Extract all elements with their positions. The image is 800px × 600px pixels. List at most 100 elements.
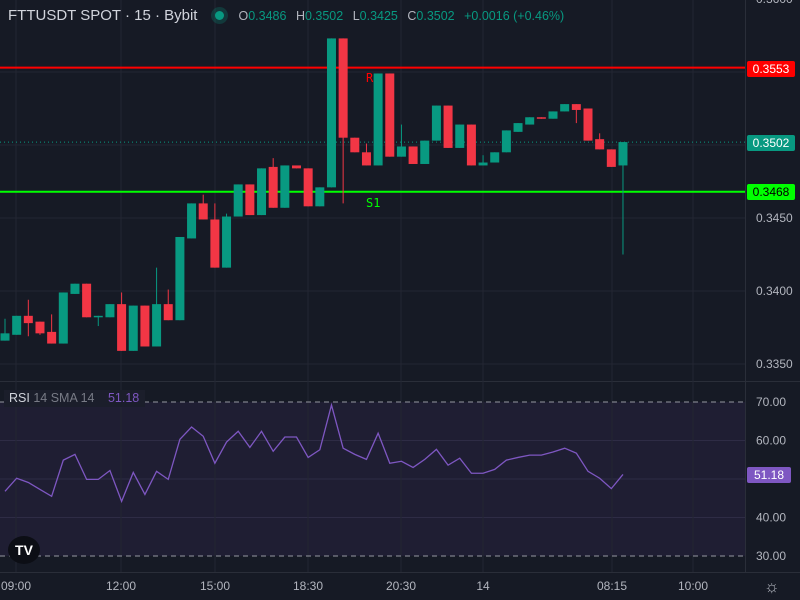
price-tick: 0.3450: [756, 211, 793, 225]
candle-body: [222, 216, 232, 268]
rsi-name: RSI: [9, 391, 30, 405]
rsi-value-tag: 51.18: [747, 467, 791, 483]
candle-body: [280, 165, 290, 208]
candle: [280, 165, 290, 208]
candle: [361, 143, 371, 166]
candle: [257, 168, 267, 216]
candle: [326, 38, 336, 188]
candle-body: [525, 117, 535, 125]
candle: [268, 158, 278, 208]
candle: [350, 137, 360, 153]
candle: [431, 105, 441, 141]
candle: [466, 124, 476, 166]
candle: [443, 105, 453, 148]
candle: [385, 73, 395, 157]
candle: [595, 133, 605, 150]
candle-body: [560, 104, 570, 112]
candle: [315, 187, 325, 207]
candle: [47, 314, 57, 344]
candle: [117, 292, 127, 351]
candle-body: [396, 146, 406, 157]
candle-body: [257, 168, 267, 216]
candle-body: [175, 236, 185, 321]
candle: [618, 142, 628, 255]
candle-body: [245, 184, 255, 216]
candle: [82, 283, 92, 318]
candle-body: [501, 130, 511, 153]
candle: [606, 149, 616, 167]
change-value: +0.0016 (+0.46%): [464, 8, 565, 23]
candle-body: [466, 124, 476, 166]
gear-icon[interactable]: ☼: [764, 577, 780, 596]
ohlc-values: O0.3486 H0.3502 L0.3425 C0.3502 +0.0016 …: [238, 9, 570, 23]
close-label: C: [407, 8, 417, 23]
candle: [222, 213, 232, 268]
close-value: 0.3502: [416, 8, 455, 23]
candle-body: [12, 315, 22, 335]
candle-body: [490, 152, 500, 163]
resistance-label: R: [366, 71, 374, 85]
rsi-value: 51.18: [107, 391, 140, 405]
high-value: 0.3502: [304, 8, 344, 23]
symbol-title[interactable]: FTTUSDT SPOT · 15 · Bybit: [8, 7, 198, 24]
candle: [560, 104, 570, 112]
rsi-legend[interactable]: RSI 14 SMA 14 51.18: [4, 390, 146, 407]
candle: [525, 117, 535, 125]
candle-body: [606, 149, 616, 167]
time-tick: 12:00: [106, 579, 136, 593]
candle-body: [361, 152, 371, 166]
candle-body: [35, 321, 45, 334]
candle: [12, 315, 22, 335]
low-value: 0.3425: [359, 8, 398, 23]
candle: [303, 168, 313, 207]
candle-body: [385, 73, 395, 157]
candle: [548, 111, 558, 119]
candle-body: [163, 304, 173, 321]
rsi-line: [4, 402, 624, 504]
candle-body: [455, 124, 465, 148]
candle-body: [571, 104, 581, 110]
candle-body: [128, 305, 138, 351]
candle: [536, 117, 546, 119]
candle-body: [0, 333, 10, 341]
candle-body: [23, 315, 33, 324]
candle: [478, 155, 488, 166]
candle-body: [93, 315, 103, 318]
tradingview-logo[interactable]: TV: [8, 536, 40, 564]
candle-body: [350, 137, 360, 153]
candle: [373, 73, 383, 166]
candle: [245, 184, 255, 216]
candle: [140, 305, 150, 347]
candle: [163, 289, 173, 321]
candle: [128, 305, 138, 351]
price-tick: 0.3350: [756, 357, 793, 371]
price-tick: 0.3400: [756, 284, 793, 298]
candle: [338, 38, 348, 204]
candle-body: [513, 123, 523, 132]
candle-body: [292, 165, 301, 169]
candle-body: [315, 187, 325, 207]
candle: [58, 292, 68, 344]
candle: [571, 104, 581, 124]
candle-body: [443, 105, 453, 148]
time-tick: 18:30: [293, 579, 323, 593]
candle: [292, 165, 301, 169]
low-label: L: [352, 8, 360, 23]
candle-body: [583, 108, 593, 141]
candle: [175, 236, 185, 321]
candle-body: [82, 283, 92, 318]
high-label: H: [295, 8, 305, 23]
candle-body: [338, 38, 348, 138]
candle: [513, 123, 523, 132]
support-label: S1: [366, 196, 381, 210]
rsi-tick: 40.00: [756, 511, 786, 525]
candle-body: [187, 203, 197, 239]
candle-body: [373, 73, 383, 166]
candle-body: [431, 105, 441, 141]
candle: [0, 318, 10, 341]
candle: [396, 124, 406, 157]
market-status-icon: [215, 11, 225, 20]
rsi-params: 14 SMA 14: [33, 391, 95, 405]
candle: [455, 124, 465, 148]
